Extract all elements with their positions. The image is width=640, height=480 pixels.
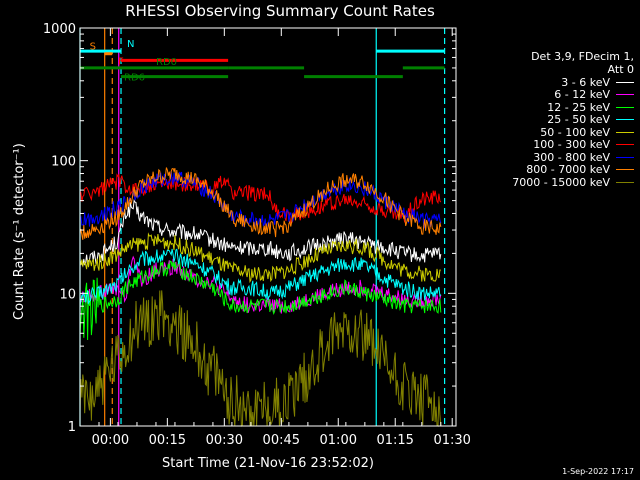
legend-swatch [616,144,634,146]
legend-item-300-800-kev: 300 - 800 keV [462,151,634,164]
series-line-7000-15000-kev [79,290,442,428]
legend-item-50-100-kev: 50 - 100 keV [462,126,634,139]
chart-title: RHESSI Observing Summary Count Rates [125,2,435,20]
legend-swatch [616,106,634,108]
series-lines [79,167,442,428]
x-tick-label-00-45: 00:45 [263,433,300,448]
y-tick-label-10: 10 [59,287,76,302]
x-axis-label: Start Time (21-Nov-16 23:52:02) [162,456,374,471]
legend-swatch [616,156,634,158]
x-tick-label-01-00: 01:00 [320,433,357,448]
legend-header-line-1: Det 3,9, FDecim 1, [531,50,634,63]
series-line-800-7000-kev [79,167,442,240]
legend-label: 3 - 6 keV [561,75,610,89]
y-axis-label: Count Rate (s⁻¹ detector⁻¹) [12,143,27,320]
flag-annotations: S FN RD6 RD0 [90,39,177,84]
y-tick-label-1000: 1000 [43,22,76,37]
legend-item-100-300-kev: 100 - 300 keV [462,138,634,152]
legend-label: 12 - 25 keV [547,100,610,114]
annotation-rd0: RD0 [156,57,177,68]
legend-item-7000-15000-kev: 7000 - 15000 keV [462,176,634,189]
series-line-12-25-kev [79,260,442,341]
x-tick-label-00-30: 00:30 [206,433,243,448]
legend-item-800-7000-kev: 800 - 7000 keV [462,163,634,177]
legend-item-6-12-kev: 6 - 12 keV [462,88,634,102]
legend-label: 50 - 100 keV [540,125,610,139]
series-line-25-50-kev [79,248,442,308]
x-tick-label-01-15: 01:15 [376,433,413,448]
y-tick-label-1: 1 [68,420,76,435]
legend-swatch [616,81,634,83]
vertical-markers [79,28,446,426]
legend-swatch [616,119,634,121]
legend-label: 25 - 50 keV [547,113,610,127]
annotation-s: S [90,42,96,53]
legend-swatch [616,131,634,133]
legend: Det 3,9, FDecim 1, Att 0 3 - 6 keV 6 - 12… [462,50,634,189]
x-tick-label-01-30: 01:30 [433,433,470,448]
x-tick-label-00-00: 00:00 [92,433,129,448]
legend-label: 7000 - 15000 keV [512,175,610,189]
axes: 00:00 00:15 00:30 00:45 01:00 01:15 01:30 1 10 10… [43,22,471,448]
flag-bars [80,49,445,79]
legend-swatch [616,181,634,183]
plot-frame [79,27,457,427]
legend-label: 800 - 7000 keV [526,163,610,177]
legend-swatch [616,169,634,171]
x-tick-label-00-15: 00:15 [149,433,186,448]
legend-header-line-2: Att 0 [607,63,634,76]
legend-swatch [616,94,634,96]
legend-label: 6 - 12 keV [554,88,610,102]
legend-item-25-50-kev: 25 - 50 keV [462,113,634,127]
date-stamp: 1-Sep-2022 17:17 [562,467,634,476]
legend-label: 300 - 800 keV [533,150,610,164]
series-line-50-100-kev [79,232,441,284]
annotation-n: N [127,39,134,50]
annotation-f: F [118,56,124,67]
series-line-3-6-kev [79,199,442,268]
legend-item-12-25-kev: 12 - 25 keV [462,101,634,114]
legend-item-3-6-kev: 3 - 6 keV [462,76,634,89]
legend-label: 100 - 300 keV [533,138,610,152]
annotation-rd6: RD6 [124,73,145,84]
y-tick-label-100: 100 [51,155,76,170]
